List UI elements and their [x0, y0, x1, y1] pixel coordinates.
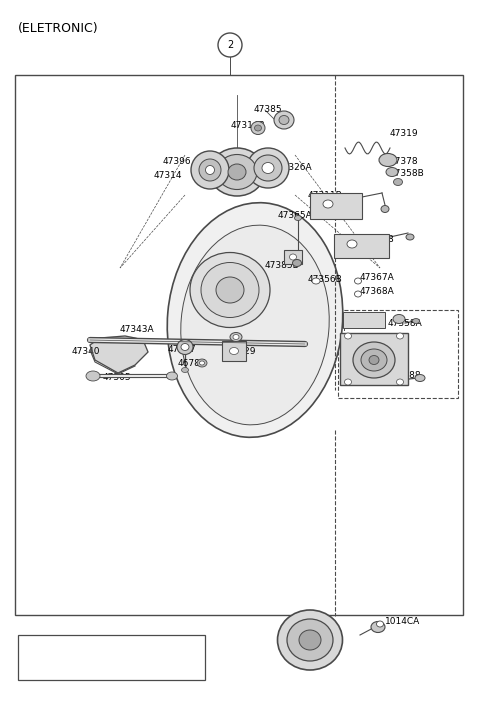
Text: 47383: 47383	[340, 363, 369, 372]
Text: 47365A: 47365A	[278, 210, 313, 220]
Text: 47385: 47385	[254, 106, 282, 115]
Ellipse shape	[353, 342, 395, 378]
Ellipse shape	[396, 379, 404, 385]
Ellipse shape	[199, 159, 221, 181]
Ellipse shape	[262, 163, 274, 173]
Bar	[334, 234, 389, 258]
Text: 47367A: 47367A	[360, 273, 395, 282]
Text: 47314: 47314	[154, 170, 182, 180]
Text: 47329: 47329	[228, 348, 256, 356]
Text: (ELETRONIC): (ELETRONIC)	[18, 22, 98, 35]
Ellipse shape	[393, 315, 405, 324]
Ellipse shape	[412, 318, 420, 324]
Ellipse shape	[167, 372, 178, 380]
Text: 47368A: 47368A	[360, 287, 395, 296]
Ellipse shape	[209, 148, 264, 196]
Text: 47396: 47396	[163, 156, 192, 165]
Ellipse shape	[371, 622, 385, 632]
Ellipse shape	[233, 334, 239, 339]
Ellipse shape	[177, 339, 193, 355]
Ellipse shape	[254, 125, 262, 131]
Ellipse shape	[361, 349, 387, 371]
Ellipse shape	[229, 348, 239, 355]
Text: 46787: 46787	[178, 358, 206, 367]
Ellipse shape	[376, 621, 384, 627]
Text: 47305: 47305	[103, 374, 132, 382]
Ellipse shape	[167, 203, 343, 437]
Text: 47312: 47312	[284, 639, 312, 648]
Ellipse shape	[345, 333, 351, 339]
Text: 47356B: 47356B	[308, 275, 343, 284]
Text: 1014CA: 1014CA	[385, 617, 420, 627]
Bar	[310, 193, 362, 219]
Bar	[222, 341, 246, 361]
Ellipse shape	[190, 253, 270, 327]
Ellipse shape	[295, 215, 301, 220]
Text: 47337: 47337	[168, 344, 197, 353]
Text: NOTE: NOTE	[26, 643, 51, 652]
Text: 47340: 47340	[72, 348, 100, 356]
Ellipse shape	[181, 367, 189, 372]
Ellipse shape	[394, 179, 403, 185]
Ellipse shape	[369, 356, 379, 365]
Bar	[343, 312, 385, 328]
Text: THE NO. 47300A : ① ~ ②: THE NO. 47300A : ① ~ ②	[26, 657, 139, 666]
Ellipse shape	[299, 630, 321, 650]
Text: 47303A: 47303A	[343, 318, 378, 327]
Text: 47358B: 47358B	[390, 170, 425, 179]
Ellipse shape	[86, 371, 100, 381]
Ellipse shape	[201, 263, 259, 318]
Ellipse shape	[217, 154, 257, 189]
Ellipse shape	[381, 206, 389, 213]
Text: 47385B: 47385B	[265, 260, 300, 270]
Ellipse shape	[289, 254, 297, 260]
Ellipse shape	[355, 291, 361, 297]
Ellipse shape	[181, 344, 189, 351]
Text: 47311B: 47311B	[308, 191, 343, 201]
Bar	[18, 635, 205, 680]
Ellipse shape	[228, 164, 246, 180]
Ellipse shape	[345, 379, 351, 385]
Ellipse shape	[191, 151, 229, 189]
Text: 47319: 47319	[390, 129, 419, 137]
Ellipse shape	[396, 333, 404, 339]
Text: 47378: 47378	[390, 156, 419, 165]
Text: 47314B: 47314B	[231, 120, 265, 130]
Ellipse shape	[415, 375, 425, 382]
Ellipse shape	[386, 168, 398, 177]
Ellipse shape	[205, 165, 215, 175]
Ellipse shape	[181, 225, 329, 425]
Ellipse shape	[277, 610, 343, 670]
Text: 47311B: 47311B	[360, 236, 395, 244]
Ellipse shape	[312, 278, 320, 284]
Text: 47388: 47388	[393, 372, 421, 380]
Ellipse shape	[279, 115, 289, 125]
Ellipse shape	[406, 234, 414, 240]
Ellipse shape	[247, 148, 289, 188]
Ellipse shape	[197, 359, 207, 367]
Ellipse shape	[200, 361, 204, 365]
Ellipse shape	[347, 240, 357, 248]
Ellipse shape	[287, 619, 333, 661]
Text: 47326A: 47326A	[278, 163, 312, 172]
Bar	[338, 310, 458, 398]
Ellipse shape	[323, 200, 333, 208]
Ellipse shape	[274, 111, 294, 129]
Ellipse shape	[254, 155, 282, 181]
Text: 47343A: 47343A	[120, 325, 155, 334]
Ellipse shape	[379, 153, 397, 167]
Ellipse shape	[251, 122, 265, 134]
Ellipse shape	[292, 260, 301, 267]
Bar	[284, 250, 302, 264]
Polygon shape	[90, 336, 148, 373]
Bar	[15, 75, 463, 615]
Ellipse shape	[230, 332, 242, 341]
Ellipse shape	[355, 278, 361, 284]
Ellipse shape	[216, 277, 244, 303]
Bar	[340, 333, 408, 385]
Text: 2: 2	[227, 40, 233, 50]
Text: 47358A: 47358A	[388, 318, 423, 327]
